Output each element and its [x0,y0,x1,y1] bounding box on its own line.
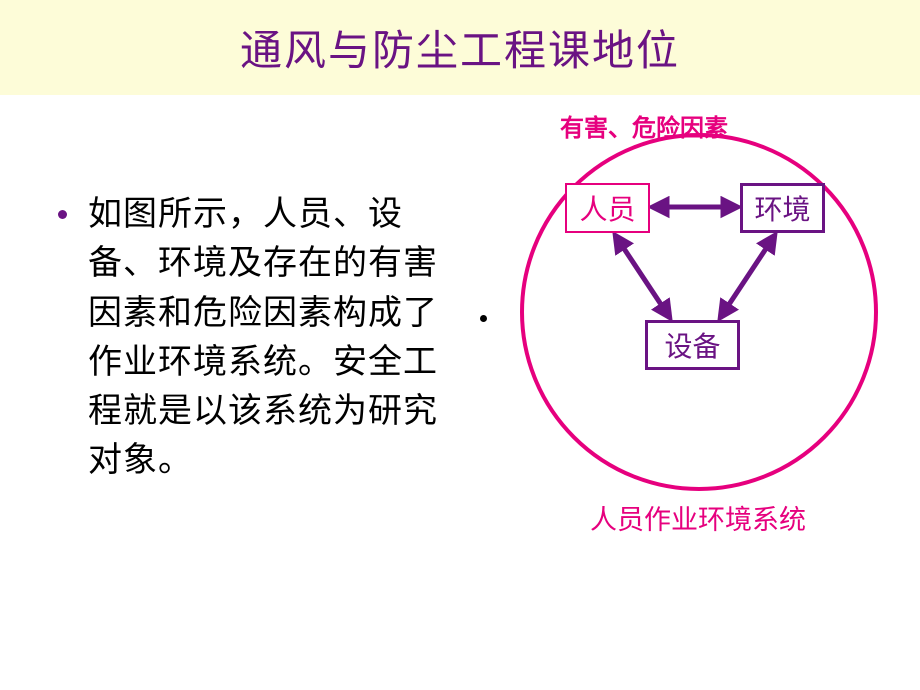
bullet-icon [58,210,67,219]
title-bar: 通风与防尘工程课地位 [0,0,920,95]
bullet-text: 如图所示，人员、设备、环境及存在的有害因素和危险因素构成了作业环境系统。安全工程… [88,190,460,486]
node-equip: 设备 [645,320,740,370]
diagram-caption: 人员作业环境系统 [590,498,806,537]
node-person: 人员 [565,183,650,233]
node-env: 环境 [740,183,825,233]
bullet-section: 如图所示，人员、设备、环境及存在的有害因素和危险因素构成了作业环境系统。安全工程… [0,95,470,690]
content-area: 如图所示，人员、设备、环境及存在的有害因素和危险因素构成了作业环境系统。安全工程… [0,95,920,690]
diagram-section: 有害、危险因素人员 环境设备人员作业环境系统 [470,95,920,690]
hazard-label: 有害、危险因素 [560,108,728,143]
page-title: 通风与防尘工程课地位 [240,17,680,78]
